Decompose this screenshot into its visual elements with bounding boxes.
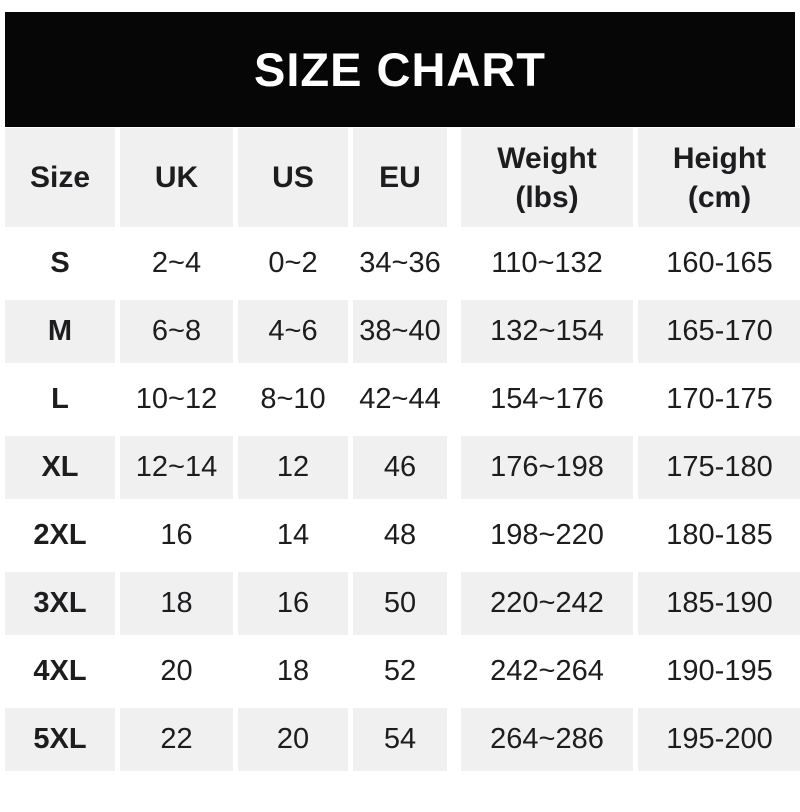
value-cell: 16 [238,572,348,635]
value-cell: 22 [120,708,233,771]
value-cell: 175-180 [638,436,800,499]
value-cell: 185-190 [638,572,800,635]
value-cell: 160-165 [638,232,800,295]
value-cell: 14 [238,504,348,567]
column-header-us: US [238,128,348,227]
value-cell: 2~4 [120,232,233,295]
column-header-label: UK [154,161,199,194]
value-cell: 54 [353,708,456,771]
column-header-unit: (lbs) [515,180,579,214]
value-cell: 50 [353,572,456,635]
value-cell: 20 [238,708,348,771]
column-header-height: Height (cm) [638,128,800,227]
column-header-size: Size [5,128,115,227]
value-cell: 220~242 [461,572,633,635]
value-cell: 42~44 [353,368,456,431]
table-row: 4XL 20 18 52 242~264 190-195 [5,640,800,703]
table-row: M 6~8 4~6 38~40 132~154 165-170 [5,300,800,363]
column-header-label: US [272,161,314,194]
value-cell: 170-175 [638,368,800,431]
column-header-label: EU [379,161,421,194]
column-header-weight: Weight (lbs) [461,128,633,227]
column-header-unit: (cm) [687,180,752,214]
value-cell: 48 [353,504,456,567]
size-label-cell: XL [5,436,115,499]
value-cell: 165-170 [638,300,800,363]
value-cell: 6~8 [120,300,233,363]
value-cell: 132~154 [461,300,633,363]
value-cell: 10~12 [120,368,233,431]
header-row: Size UK US EU Weight (lbs) Height (cm) [5,128,800,227]
value-cell: 264~286 [461,708,633,771]
value-cell: 18 [120,572,233,635]
value-cell: 198~220 [461,504,633,567]
value-cell: 20 [120,640,233,703]
value-cell: 180-185 [638,504,800,567]
size-chart-banner: SIZE CHART [5,12,795,127]
value-cell: 195-200 [638,708,800,771]
value-cell: 18 [238,640,348,703]
table-row: 2XL 16 14 48 198~220 180-185 [5,504,800,567]
value-cell: 12~14 [120,436,233,499]
value-cell: 46 [353,436,456,499]
value-cell: 12 [238,436,348,499]
table-row: 5XL 22 20 54 264~286 195-200 [5,708,800,771]
column-header-label: Weight [497,141,597,175]
value-cell: 8~10 [238,368,348,431]
value-cell: 34~36 [353,232,456,295]
table-row: XL 12~14 12 46 176~198 175-180 [5,436,800,499]
value-cell: 176~198 [461,436,633,499]
table-row: S 2~4 0~2 34~36 110~132 160-165 [5,232,800,295]
size-label-cell: 2XL [5,504,115,567]
column-header-eu: EU [353,128,456,227]
size-table: Size UK US EU Weight (lbs) Height (cm) S… [0,123,800,776]
size-label-cell: 5XL [5,708,115,771]
value-cell: 154~176 [461,368,633,431]
size-label-cell: 4XL [5,640,115,703]
size-chart-title: SIZE CHART [254,43,546,96]
column-header-label: Size [29,161,91,194]
size-label-cell: M [5,300,115,363]
table-row: 3XL 18 16 50 220~242 185-190 [5,572,800,635]
table-row: L 10~12 8~10 42~44 154~176 170-175 [5,368,800,431]
value-cell: 16 [120,504,233,567]
value-cell: 242~264 [461,640,633,703]
size-label-cell: S [5,232,115,295]
value-cell: 190-195 [638,640,800,703]
value-cell: 52 [353,640,456,703]
column-header-label: Height [672,141,767,175]
value-cell: 110~132 [461,232,633,295]
value-cell: 38~40 [353,300,456,363]
size-label-cell: L [5,368,115,431]
size-label-cell: 3XL [5,572,115,635]
size-table-header: Size UK US EU Weight (lbs) Height (cm) [5,128,800,227]
value-cell: 0~2 [238,232,348,295]
value-cell: 4~6 [238,300,348,363]
size-table-body: S 2~4 0~2 34~36 110~132 160-165 M 6~8 4~6 38~40 13… [5,232,800,771]
column-header-uk: UK [120,128,233,227]
